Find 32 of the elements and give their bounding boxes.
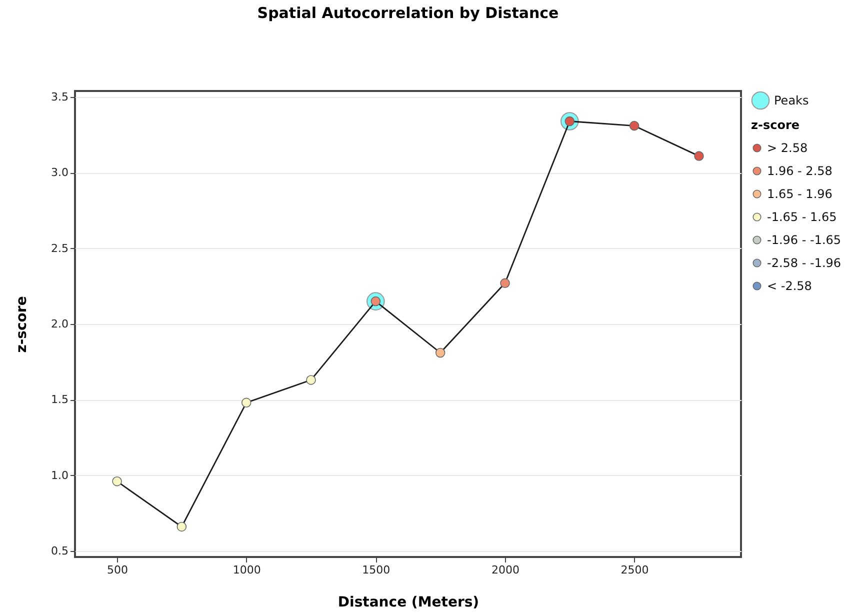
legend-label: < -2.58 [767,279,812,293]
legend-label: 1.65 - 1.96 [767,187,832,201]
y-axis-title: z-score [14,296,30,353]
y-tick-label: 1.5 [51,393,68,406]
x-tick-label: 500 [107,564,128,576]
legend-label: -1.96 - -1.65 [767,233,842,247]
y-tick-label: 0.5 [51,544,68,558]
point [306,375,316,385]
point [694,151,704,161]
y-tick-label: 2.0 [51,318,68,330]
y-tick-label: 3.0 [51,166,68,180]
x-tick-label: 2000 [491,564,520,576]
y-tick-label: 2.5 [51,242,68,255]
legend-label: 1.96 - 2.58 [767,164,832,178]
y-tick-label: 1.0 [51,468,68,482]
y-tick-label: 3.5 [51,90,68,104]
x-tick-label: 2500 [620,564,649,576]
legend-label: Peaks [774,94,809,108]
point [112,476,122,486]
point [435,348,446,358]
x-tick-label: 1500 [362,564,390,576]
legend-title: z-score [751,118,800,132]
point [629,120,640,131]
chart-title: Spatial Autocorrelation by Distance [257,4,559,22]
x-tick-label: 1000 [232,564,261,576]
point [500,278,510,288]
point [176,522,187,532]
legend-label: -2.58 - -1.96 [767,256,842,270]
legend-label: > 2.58 [767,141,808,155]
x-axis-title: Distance (Meters) [338,594,480,610]
point [241,398,252,408]
legend-label: -1.65 - 1.65 [767,210,837,224]
